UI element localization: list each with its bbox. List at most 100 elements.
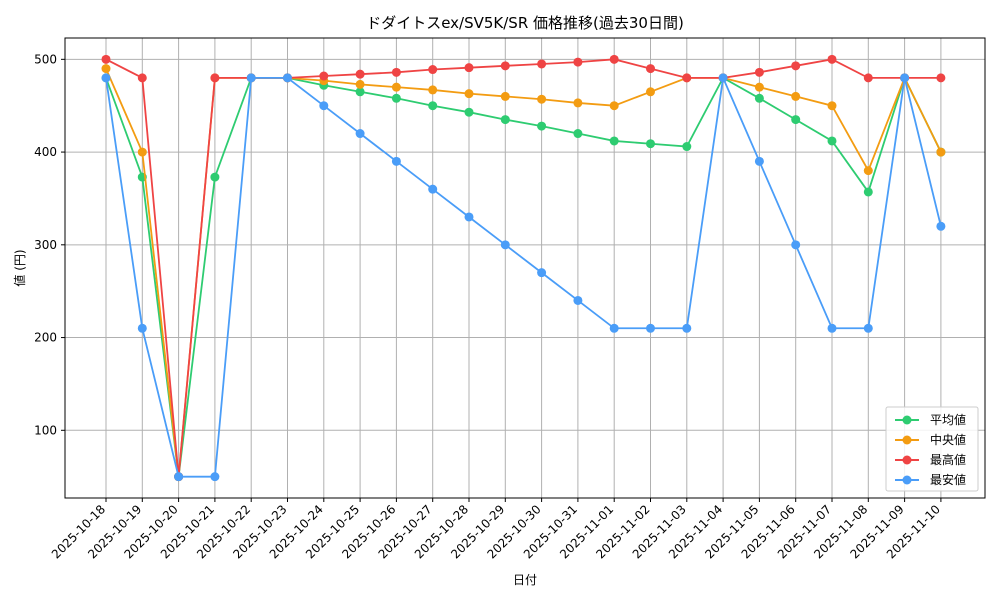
data-point <box>101 73 111 83</box>
data-point <box>827 136 837 146</box>
data-point <box>827 54 837 64</box>
data-point <box>355 87 365 97</box>
data-point <box>827 101 837 111</box>
y-axis-ticks: 100 200 300 400 500 <box>34 52 65 437</box>
data-point <box>573 57 583 67</box>
data-point <box>646 64 655 74</box>
data-point <box>391 93 401 103</box>
data-point <box>355 129 365 139</box>
series-line <box>105 74 942 478</box>
plot-frame <box>64 37 986 499</box>
data-point <box>609 101 619 111</box>
data-point <box>537 59 547 69</box>
y-tick-label: 300 <box>34 238 57 252</box>
data-point <box>500 91 510 101</box>
series-layer <box>101 54 946 482</box>
data-point <box>573 98 583 108</box>
data-point <box>791 115 801 125</box>
data-point <box>609 54 619 64</box>
data-point <box>609 323 619 333</box>
data-point <box>900 73 910 83</box>
data-point <box>863 323 873 333</box>
series-最高値 <box>101 54 946 482</box>
data-point <box>754 67 764 77</box>
data-point <box>210 472 220 482</box>
x-axis-ticks: 2025-10-182025-10-192025-10-202025-10-21… <box>49 498 943 561</box>
series-平均値 <box>101 73 946 482</box>
legend-label: 最安値 <box>930 472 966 487</box>
data-point <box>464 89 474 99</box>
data-point <box>718 73 728 83</box>
chart-title: ドダイトスex/SV5K/SR 価格推移(過去30日間) <box>366 14 684 32</box>
data-point <box>428 101 438 111</box>
data-point <box>137 147 147 157</box>
y-tick-label: 400 <box>34 145 57 159</box>
data-point <box>101 64 111 74</box>
legend-swatch-marker <box>902 475 912 485</box>
series-最安値 <box>101 73 946 482</box>
legend-box <box>885 406 979 492</box>
data-point <box>791 240 801 250</box>
data-point <box>791 91 801 101</box>
legend-label: 最高値 <box>930 452 966 467</box>
data-point <box>573 129 583 139</box>
data-point <box>500 240 510 250</box>
data-point <box>319 71 329 81</box>
data-point <box>210 172 220 182</box>
data-point <box>791 61 801 71</box>
data-point <box>537 94 547 104</box>
data-point <box>609 136 619 146</box>
legend-swatch-marker <box>902 455 912 465</box>
series-line <box>105 75 942 477</box>
data-point <box>137 323 147 333</box>
data-point <box>428 85 438 95</box>
legend-label: 中央値 <box>930 432 966 447</box>
data-point <box>827 323 837 333</box>
y-tick-label: 100 <box>34 423 57 437</box>
data-point <box>863 187 873 197</box>
data-point <box>537 121 547 131</box>
data-point <box>464 107 474 117</box>
data-point <box>936 147 946 157</box>
legend-label: 平均値 <box>930 412 966 427</box>
y-tick-label: 200 <box>34 331 57 345</box>
data-point <box>174 472 184 482</box>
data-point <box>246 73 256 83</box>
data-point <box>682 73 692 83</box>
data-point <box>319 101 329 111</box>
data-point <box>137 73 147 83</box>
data-point <box>682 323 692 333</box>
data-point <box>101 54 111 64</box>
data-point <box>936 221 946 231</box>
data-point <box>646 87 655 97</box>
data-point <box>863 166 873 176</box>
data-point <box>391 156 401 166</box>
series-line <box>105 68 942 477</box>
y-tick-label: 500 <box>34 52 57 66</box>
data-point <box>500 61 510 71</box>
data-point <box>428 184 438 194</box>
data-point <box>754 93 764 103</box>
data-point <box>283 73 292 83</box>
data-point <box>936 73 946 83</box>
data-point <box>500 115 510 125</box>
legend-swatch-marker <box>902 435 912 445</box>
data-point <box>464 63 474 73</box>
legend-swatch-marker <box>902 415 912 425</box>
y-axis-label: 値 (円) <box>12 249 27 286</box>
data-point <box>682 142 692 152</box>
series-中央値 <box>101 64 946 482</box>
data-point <box>573 295 583 305</box>
data-point <box>646 139 655 149</box>
x-axis-label: 日付 <box>513 573 537 587</box>
data-point <box>391 82 401 92</box>
data-point <box>754 82 764 92</box>
data-point <box>754 156 764 166</box>
data-point <box>646 323 655 333</box>
data-point <box>863 73 873 83</box>
data-point <box>537 268 547 278</box>
data-point <box>464 212 474 222</box>
data-point <box>355 79 365 89</box>
